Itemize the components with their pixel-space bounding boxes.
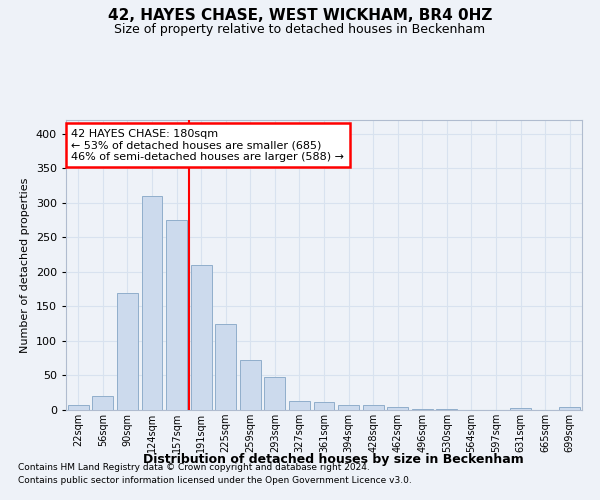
Text: Contains HM Land Registry data © Crown copyright and database right 2024.: Contains HM Land Registry data © Crown c… xyxy=(18,464,370,472)
Bar xyxy=(240,360,261,410)
Text: Contains public sector information licensed under the Open Government Licence v3: Contains public sector information licen… xyxy=(18,476,412,485)
Bar xyxy=(92,396,113,410)
Bar xyxy=(191,265,212,410)
Bar xyxy=(362,405,383,410)
Bar xyxy=(68,405,89,410)
Bar xyxy=(117,292,138,410)
Bar xyxy=(387,407,408,410)
Bar xyxy=(314,402,334,410)
Text: Distribution of detached houses by size in Beckenham: Distribution of detached houses by size … xyxy=(143,452,523,466)
Text: Size of property relative to detached houses in Beckenham: Size of property relative to detached ho… xyxy=(115,22,485,36)
Y-axis label: Number of detached properties: Number of detached properties xyxy=(20,178,30,352)
Bar xyxy=(510,408,531,410)
Bar xyxy=(142,196,163,410)
Bar xyxy=(559,407,580,410)
Bar xyxy=(215,324,236,410)
Bar xyxy=(338,405,359,410)
Bar xyxy=(289,401,310,410)
Bar xyxy=(166,220,187,410)
Bar xyxy=(265,377,286,410)
Text: 42, HAYES CHASE, WEST WICKHAM, BR4 0HZ: 42, HAYES CHASE, WEST WICKHAM, BR4 0HZ xyxy=(108,8,492,22)
Bar xyxy=(412,408,433,410)
Text: 42 HAYES CHASE: 180sqm
← 53% of detached houses are smaller (685)
46% of semi-de: 42 HAYES CHASE: 180sqm ← 53% of detached… xyxy=(71,128,344,162)
